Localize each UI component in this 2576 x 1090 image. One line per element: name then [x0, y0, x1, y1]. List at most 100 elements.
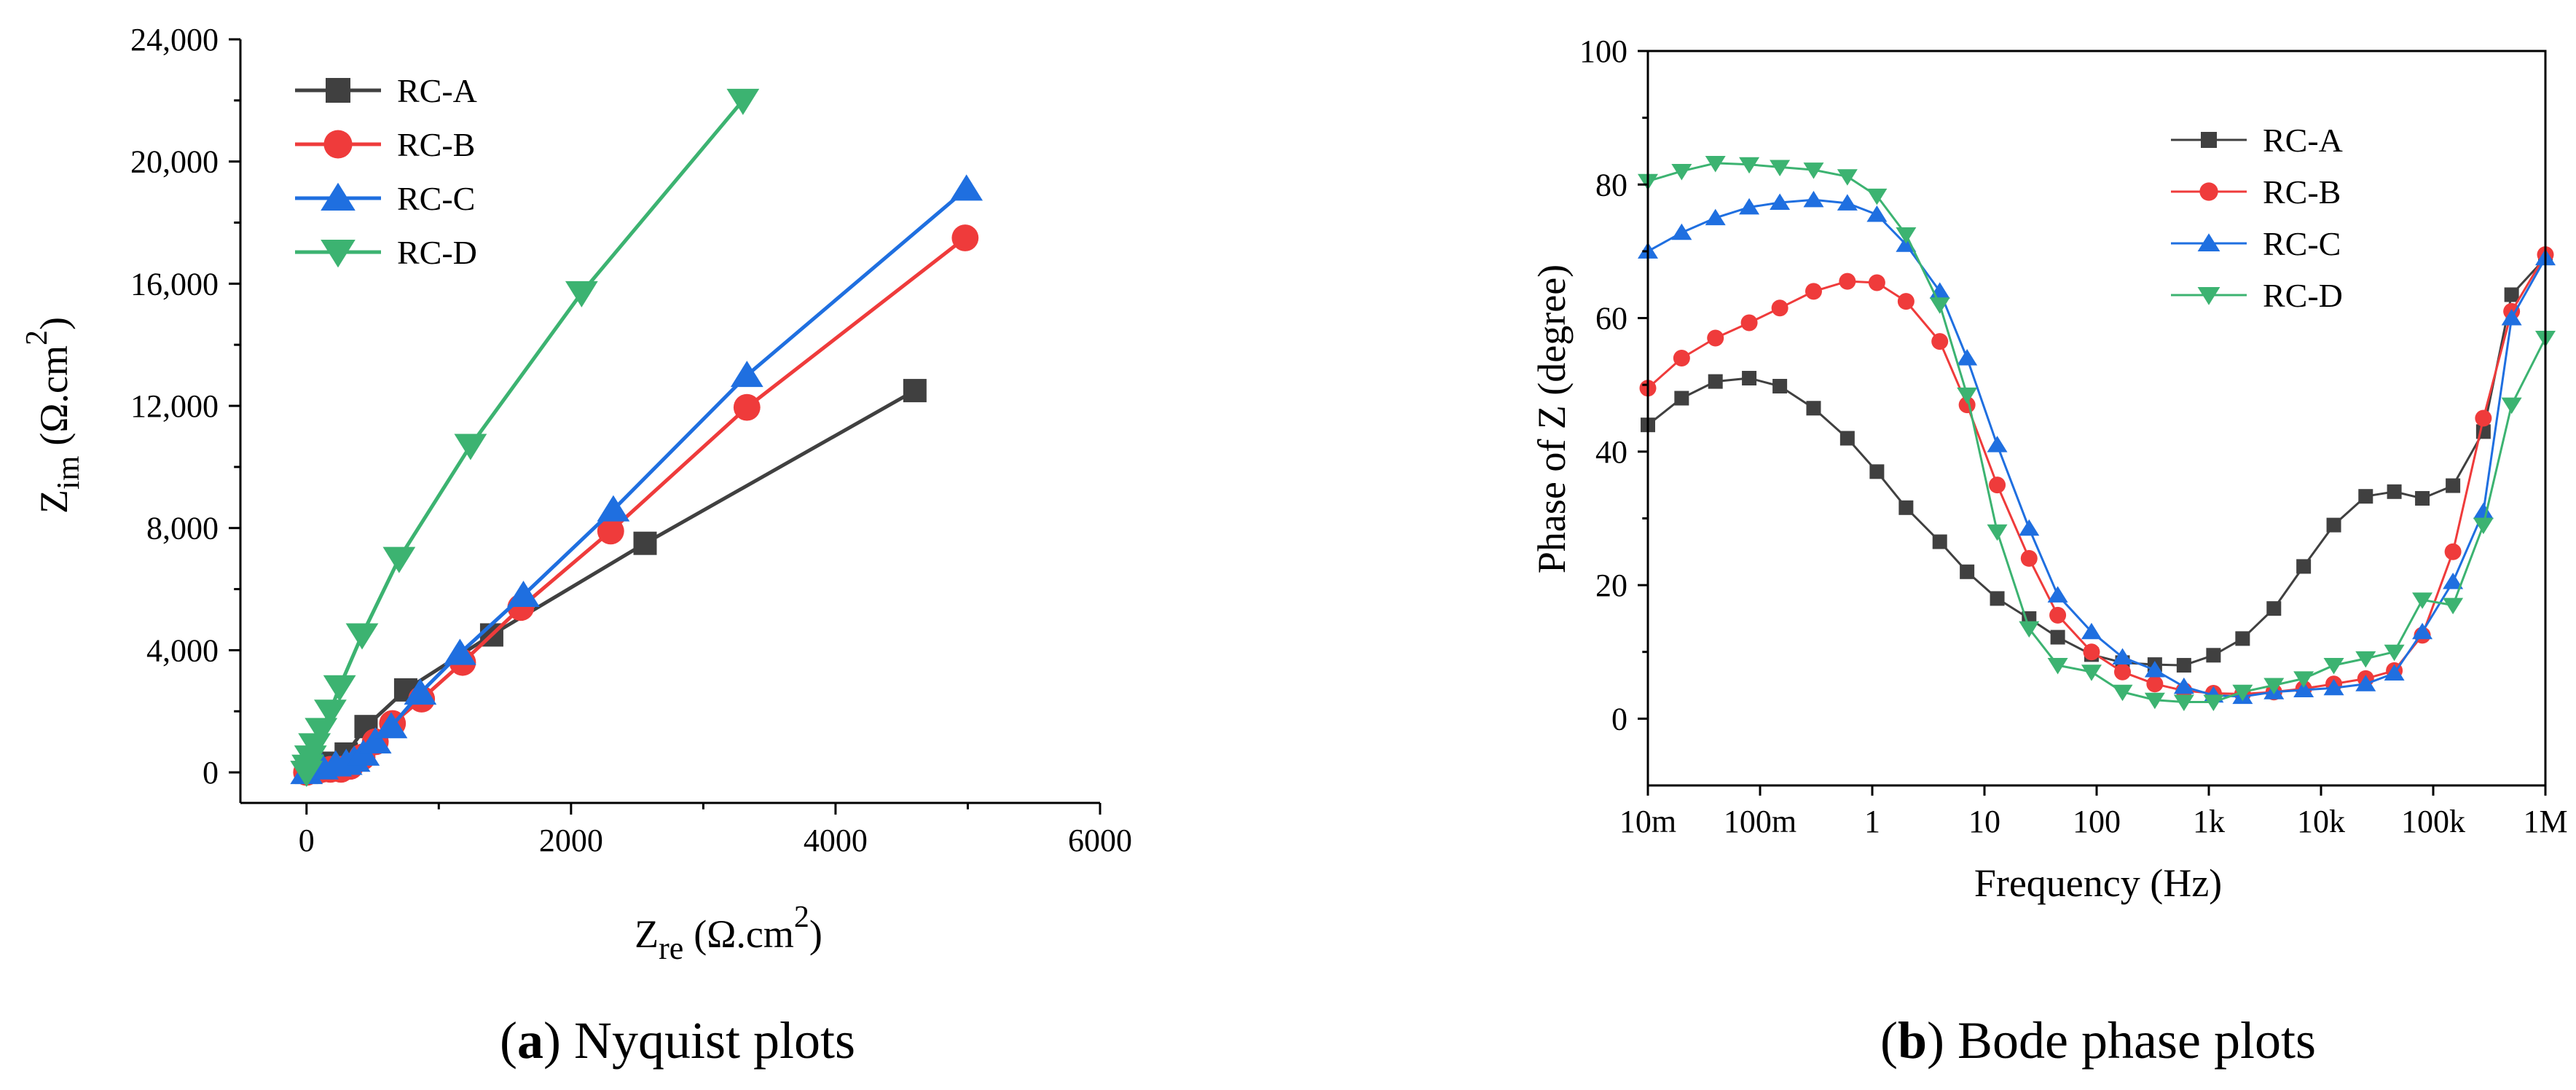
nyquist-caption: (a) Nyquist plots	[500, 1011, 855, 1070]
data-point-rc-b	[2020, 549, 2038, 567]
data-point-rc-a	[1806, 401, 1821, 416]
x-tick-label: 100	[2073, 804, 2121, 839]
data-point-rc-a	[1839, 431, 1855, 446]
x-tick-label: 4000	[804, 823, 868, 858]
data-point-rc-d	[1957, 387, 1978, 404]
data-point-rc-c	[2443, 573, 2464, 589]
data-point-rc-c	[597, 495, 630, 522]
data-point-rc-d	[2019, 621, 2040, 638]
nyquist-legend: RC-A RC-B RC-C RC-D	[295, 72, 477, 271]
series-rc-d	[290, 88, 760, 788]
legend-label-rc-a: RC-A	[397, 72, 477, 109]
data-point-rc-c	[2047, 586, 2068, 603]
data-point-rc-d	[454, 434, 487, 460]
data-point-rc-d	[314, 699, 347, 726]
legend-marker-rc-c	[321, 182, 356, 211]
legend-label-rc-a: RC-A	[2263, 122, 2343, 159]
data-point-rc-b	[2113, 663, 2131, 681]
y-tick-label: 60	[1595, 301, 1627, 337]
legend-label-rc-c: RC-C	[397, 180, 475, 217]
data-point-rc-d	[2173, 694, 2194, 711]
data-point-rc-a	[2296, 559, 2312, 574]
data-point-rc-b	[1868, 274, 1885, 291]
data-point-rc-d	[2232, 684, 2253, 702]
data-point-rc-d	[2081, 664, 2102, 681]
data-point-rc-c	[2412, 622, 2433, 640]
data-point-rc-c	[443, 638, 476, 665]
data-point-rc-b	[2146, 675, 2164, 693]
x-tick-label: 6000	[1068, 823, 1132, 858]
data-point-rc-d	[2473, 517, 2494, 535]
data-point-rc-d	[305, 718, 338, 745]
data-point-rc-a	[1772, 379, 1788, 394]
series-line-rc-d	[305, 99, 745, 773]
data-point-rc-b	[2444, 543, 2462, 560]
data-point-rc-d	[1739, 157, 1760, 174]
data-point-rc-b	[2083, 643, 2100, 661]
data-point-rc-a	[903, 379, 927, 403]
y-tick-label: 20	[1595, 568, 1627, 603]
data-point-rc-d	[1896, 227, 1917, 244]
x-tick-label: 100k	[2401, 804, 2465, 839]
nyquist-panel: 0 2000 4000 6000 0 4,000 8,000 12,000 16,000 20,0…	[20, 22, 1132, 1070]
data-point-rc-d	[2047, 658, 2068, 675]
data-point-rc-c	[1866, 205, 1888, 222]
legend-label-rc-b: RC-B	[397, 126, 475, 163]
data-point-rc-a	[2326, 517, 2341, 533]
x-tick-label: 10	[1968, 804, 2000, 839]
data-point-rc-a	[2358, 489, 2373, 504]
data-point-rc-c	[358, 727, 392, 754]
bode-caption: (b) Bode phase plots	[1880, 1011, 2316, 1070]
data-point-rc-c	[2501, 309, 2522, 326]
series-line-rc-d	[1647, 162, 2547, 703]
data-point-rc-d	[2263, 678, 2285, 695]
y-tick-label: 24,000	[130, 22, 219, 58]
data-point-rc-d	[345, 623, 379, 650]
data-point-rc-c	[1803, 190, 1824, 208]
data-point-rc-d	[382, 546, 416, 573]
data-point-rc-a	[2176, 658, 2191, 673]
y-tick-label: 80	[1595, 167, 1627, 203]
data-point-rc-b	[1771, 299, 1788, 317]
nyquist-plot-area	[290, 88, 983, 788]
bode-y-axis-title: Phase of Z (degree)	[1530, 264, 1574, 573]
bode-tick-labels: 10m 100m 1 10 100 1k 10k 100k 1M 0 20 40 60 80 100	[1579, 34, 2568, 839]
legend-marker-rc-d	[2197, 287, 2220, 305]
data-point-rc-a	[1674, 391, 1689, 406]
data-point-rc-a	[1708, 374, 1723, 389]
data-point-rc-a	[2235, 631, 2250, 646]
y-tick-label: 12,000	[130, 388, 219, 424]
data-point-rc-c	[2081, 622, 2102, 640]
data-point-rc-d	[1671, 163, 1692, 181]
data-point-rc-a	[2266, 601, 2282, 616]
data-point-rc-d	[1987, 524, 2008, 541]
data-point-rc-c	[374, 712, 408, 739]
data-point-rc-c	[2323, 678, 2344, 696]
data-point-rc-a	[2415, 490, 2430, 506]
data-point-rc-b	[1989, 477, 2006, 494]
legend-marker-rc-d	[321, 240, 356, 268]
data-point-rc-d	[2355, 651, 2376, 668]
data-point-rc-d	[1929, 297, 1950, 314]
y-tick-label: 0	[203, 755, 219, 791]
data-point-rc-b	[2475, 409, 2492, 427]
data-point-rc-c	[2019, 519, 2040, 536]
data-point-rc-c	[730, 361, 763, 388]
data-point-rc-d	[2412, 592, 2433, 609]
bode-legend: RC-A RC-B RC-C RC-D	[2171, 122, 2343, 314]
series-line-rc-a	[1647, 257, 2547, 667]
series-line-rc-b	[1647, 254, 2547, 695]
data-point-rc-d	[1803, 162, 1824, 179]
data-point-rc-a	[1898, 500, 1914, 515]
data-point-rc-b	[597, 517, 624, 545]
x-tick-label: 1	[1864, 804, 1880, 839]
data-point-rc-b	[1839, 272, 1856, 290]
data-point-rc-a	[2387, 484, 2402, 499]
data-point-rc-a	[2504, 287, 2519, 302]
legend-label-rc-b: RC-B	[2263, 173, 2341, 211]
data-point-rc-c	[1705, 208, 1726, 226]
data-point-rc-a	[1960, 564, 1975, 579]
bode-plot-area	[1638, 155, 2556, 711]
series-rc-d	[1638, 155, 2556, 711]
